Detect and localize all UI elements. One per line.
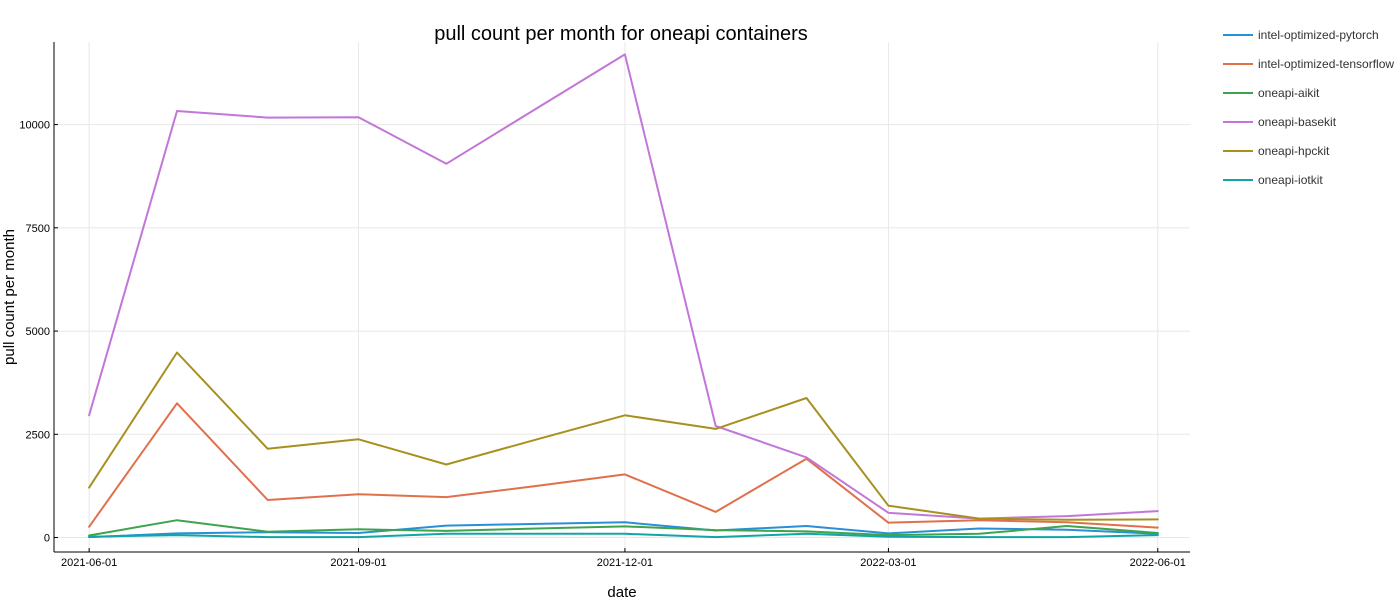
series-line-oneapi-basekit <box>88 53 1159 520</box>
x-tick-labels: 2021-06-01 2021-09-01 2021-12-01 2022-03-01… <box>61 548 1186 569</box>
chart-title: pull count per month for oneapi containe… <box>434 23 808 45</box>
x-tick-label: 2022-06-01 <box>1130 557 1186 569</box>
axes-layer <box>53 42 1190 553</box>
legend-label: intel-optimized-pytorch <box>1258 28 1379 42</box>
legend: intel-optimized-pytorch intel-optimized-t… <box>1223 28 1394 187</box>
series-layer <box>88 53 1159 539</box>
x-tick-label: 2021-06-01 <box>61 557 117 569</box>
y-tick-labels: 0 2500 5000 7500 10000 <box>19 120 58 545</box>
legend-label: oneapi-basekit <box>1258 115 1337 129</box>
x-tick-label: 2021-12-01 <box>597 557 653 569</box>
x-tick-label: 2022-03-01 <box>860 557 916 569</box>
legend-label: oneapi-aikit <box>1258 86 1320 100</box>
series-line-oneapi-hpckit <box>88 351 1159 521</box>
y-tick-label: 2500 <box>26 429 50 441</box>
legend-label: oneapi-iotkit <box>1258 173 1323 187</box>
y-tick-label: 0 <box>44 533 50 545</box>
x-axis-title: date <box>607 584 636 600</box>
series-line-oneapi-iotkit <box>88 532 1159 539</box>
y-tick-label: 5000 <box>26 326 50 338</box>
y-axis-title: pull count per month <box>1 229 18 365</box>
legend-label: intel-optimized-tensorflow <box>1258 57 1394 71</box>
x-tick-label: 2021-09-01 <box>330 557 386 569</box>
series-line-oneapi-aikit <box>88 519 1159 537</box>
legend-label: oneapi-hpckit <box>1258 144 1330 158</box>
y-tick-label: 10000 <box>19 120 50 132</box>
y-tick-label: 7500 <box>26 223 50 235</box>
series-line-intel-optimized-tensorflow <box>88 402 1159 529</box>
